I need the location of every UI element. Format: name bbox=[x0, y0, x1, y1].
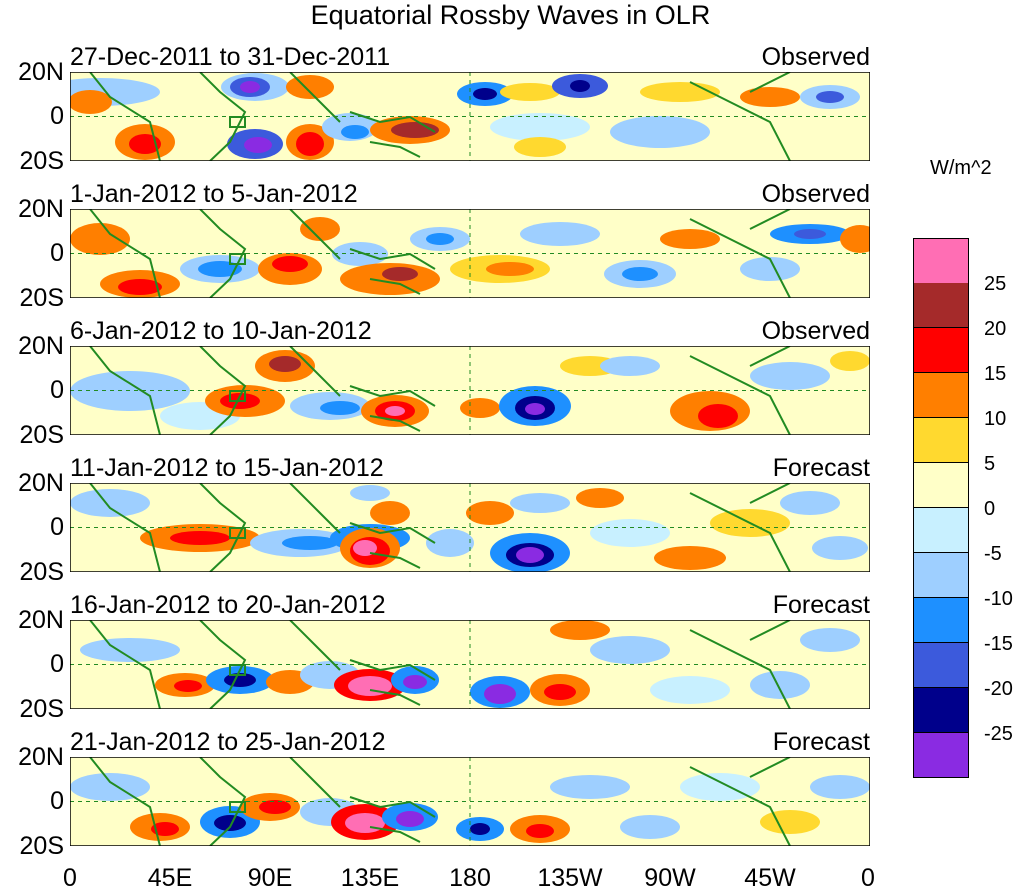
panel-status-label: Observed bbox=[761, 180, 870, 208]
y-tick-label: 20S bbox=[19, 421, 64, 449]
panel-status-label: Observed bbox=[761, 43, 870, 71]
y-tick-label: 20S bbox=[19, 558, 64, 586]
x-tick-label: 135E bbox=[340, 864, 400, 892]
colorbar-label: 15 bbox=[984, 363, 1007, 385]
y-tick-label: 20N bbox=[18, 606, 64, 634]
colorbar-label: -15 bbox=[984, 633, 1013, 655]
panel-period-label: 6-Jan-2012 to 10-Jan-2012 bbox=[70, 317, 372, 345]
colorbar-box bbox=[913, 238, 969, 284]
colorbar-box bbox=[913, 283, 969, 328]
y-tick-label: 20N bbox=[18, 195, 64, 223]
y-tick-label: 0 bbox=[50, 650, 64, 678]
map-panel-6: 21-Jan-2012 to 25-Jan-2012 Forecast 20N … bbox=[18, 728, 870, 859]
panel-status-label: Observed bbox=[761, 317, 870, 345]
panel-status-label: Forecast bbox=[772, 454, 870, 482]
olr-anomaly-map bbox=[70, 209, 870, 298]
colorbar-label: -25 bbox=[984, 723, 1013, 745]
colorbar-box bbox=[913, 643, 969, 688]
colorbar-box bbox=[913, 463, 969, 508]
y-tick-label: 20S bbox=[19, 284, 64, 312]
map-panel-3: 6-Jan-2012 to 10-Jan-2012 Observed 20N 0… bbox=[18, 317, 870, 448]
colorbar-box bbox=[913, 688, 969, 733]
map-panel-4: 11-Jan-2012 to 15-Jan-2012 Forecast 20N … bbox=[18, 454, 870, 585]
colorbar-box bbox=[913, 328, 969, 373]
panel-status-label: Forecast bbox=[772, 591, 870, 619]
map-panel-2: 1-Jan-2012 to 5-Jan-2012 Observed 20N 0 … bbox=[18, 180, 870, 311]
y-tick-label: 0 bbox=[50, 787, 64, 815]
olr-anomaly-map bbox=[70, 483, 870, 572]
y-tick-label: 20S bbox=[19, 832, 64, 860]
colorbar-label: 20 bbox=[984, 318, 1007, 340]
panel-period-label: 11-Jan-2012 to 15-Jan-2012 bbox=[70, 454, 384, 482]
colorbar-box bbox=[913, 373, 969, 418]
y-tick-label: 20S bbox=[19, 147, 64, 175]
x-tick-label: 45W bbox=[744, 864, 796, 892]
colorbar-box bbox=[913, 508, 969, 553]
panel-period-label: 16-Jan-2012 to 20-Jan-2012 bbox=[70, 591, 386, 619]
olr-anomaly-map bbox=[70, 72, 870, 161]
y-tick-label: 0 bbox=[50, 239, 64, 267]
y-tick-label: 20N bbox=[18, 469, 64, 497]
panel-period-label: 27-Dec-2011 to 31-Dec-2011 bbox=[70, 43, 391, 71]
colorbar-label: 5 bbox=[984, 453, 996, 475]
y-tick-label: 20S bbox=[19, 695, 64, 723]
map-panel-1: 27-Dec-2011 to 31-Dec-2011 Observed bbox=[18, 43, 870, 174]
colorbar-label: 10 bbox=[984, 408, 1007, 430]
y-tick-label: 20N bbox=[18, 743, 64, 771]
x-tick-label: 135W bbox=[537, 864, 603, 892]
colorbar-box bbox=[913, 553, 969, 598]
colorbar-label: -20 bbox=[984, 678, 1013, 700]
colorbar-units: W/m^2 bbox=[930, 157, 992, 179]
y-tick-label: 20N bbox=[18, 58, 64, 86]
y-tick-label: 0 bbox=[50, 376, 64, 404]
y-tick-label: 0 bbox=[50, 513, 64, 541]
map-panel-5: 16-Jan-2012 to 20-Jan-2012 Forecast 20N … bbox=[18, 591, 870, 722]
x-tick-label: 90W bbox=[644, 864, 696, 892]
colorbar-box bbox=[913, 418, 969, 463]
colorbar-box bbox=[913, 598, 969, 643]
colorbar-label: 25 bbox=[984, 273, 1007, 295]
colorbar-box bbox=[913, 733, 969, 778]
x-tick-label: 180 bbox=[449, 864, 491, 892]
x-tick-label: 0 bbox=[63, 864, 77, 892]
panel-period-label: 1-Jan-2012 to 5-Jan-2012 bbox=[70, 180, 358, 208]
colorbar bbox=[913, 238, 969, 784]
y-tick-label: 0 bbox=[50, 102, 64, 130]
x-tick-label: 0 bbox=[861, 864, 875, 892]
x-tick-label: 90E bbox=[247, 864, 293, 892]
figure-title: Equatorial Rossby Waves in OLR bbox=[310, 0, 711, 30]
colorbar-label: -10 bbox=[984, 588, 1013, 610]
olr-anomaly-map bbox=[70, 620, 870, 709]
colorbar-label: -5 bbox=[984, 543, 1002, 565]
panel-status-label: Forecast bbox=[772, 728, 870, 756]
x-tick-label: 45E bbox=[147, 864, 193, 892]
colorbar-label: 0 bbox=[984, 498, 996, 520]
y-tick-label: 20N bbox=[18, 332, 64, 360]
olr-anomaly-map bbox=[70, 346, 870, 435]
panel-period-label: 21-Jan-2012 to 25-Jan-2012 bbox=[70, 728, 386, 756]
olr-anomaly-map bbox=[70, 757, 870, 846]
